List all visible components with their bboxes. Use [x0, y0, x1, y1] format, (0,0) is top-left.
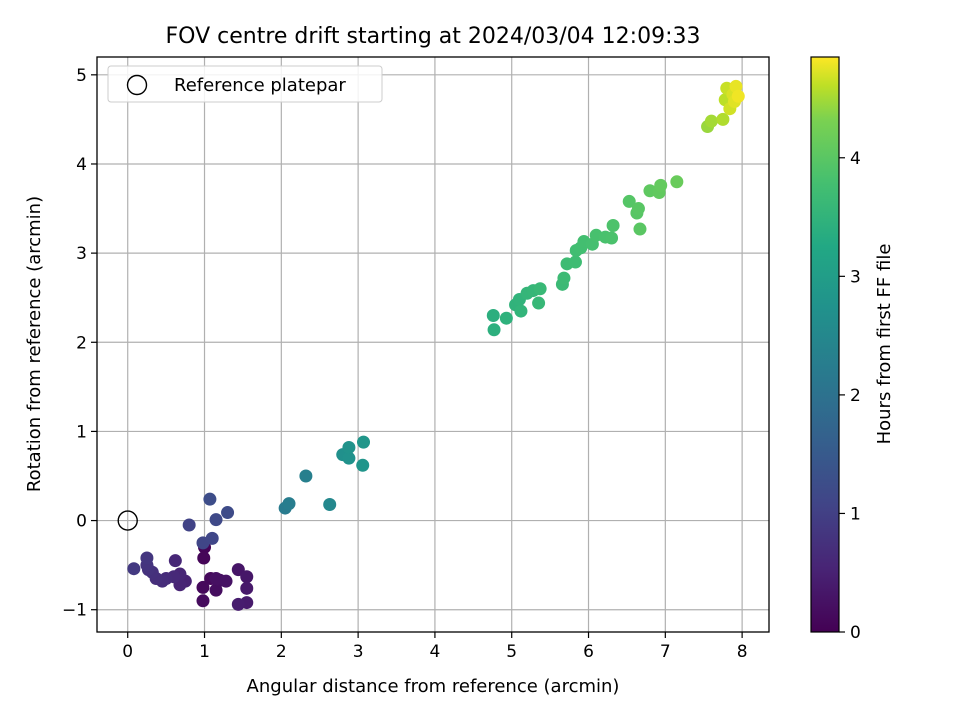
y-tick-label: 2	[76, 333, 87, 353]
data-point	[670, 175, 684, 189]
y-tick-label: 5	[76, 66, 87, 86]
data-point	[631, 202, 645, 216]
data-point	[356, 435, 370, 449]
colorbar-tick-label: 0	[850, 623, 861, 643]
legend-box	[107, 65, 383, 103]
x-tick-label: 0	[122, 642, 133, 662]
y-tick-label: 1	[76, 422, 87, 442]
x-tick-label: 5	[506, 642, 517, 662]
data-point	[568, 255, 582, 269]
data-point	[299, 469, 313, 483]
data-point	[356, 458, 370, 472]
data-point	[716, 112, 730, 126]
data-point	[633, 222, 647, 236]
x-tick-label: 7	[660, 642, 671, 662]
data-point	[557, 271, 571, 285]
data-point	[196, 594, 210, 608]
colorbar: 0 1 2 3 4 Hours from first FF file	[810, 56, 895, 643]
plot-frame	[96, 56, 770, 633]
grid-lines	[97, 57, 769, 632]
data-point	[487, 323, 501, 337]
legend-marker-icon	[126, 74, 148, 96]
data-point	[323, 498, 337, 512]
data-point	[533, 282, 547, 296]
data-point	[499, 311, 513, 325]
data-point	[240, 570, 254, 584]
x-tick-label: 4	[430, 642, 441, 662]
data-point	[197, 551, 211, 565]
axis-ticks: 0 1 2 3 4 5 6 7 8 −1 0 1 2 3 4 5	[62, 66, 748, 662]
data-point	[486, 309, 500, 323]
x-axis-label: Angular distance from reference (arcmin)	[247, 676, 620, 697]
y-tick-label: 3	[76, 244, 87, 264]
data-point	[704, 114, 718, 128]
data-point	[209, 572, 223, 586]
data-point	[231, 597, 245, 611]
data-point	[219, 574, 233, 588]
colorbar-tick-label: 4	[850, 149, 861, 169]
legend-entry: Reference platepar	[174, 75, 346, 96]
colorbar-tick-label: 2	[850, 386, 861, 406]
colorbar-tick-label: 1	[850, 504, 861, 524]
data-point	[168, 554, 182, 568]
chart-title: FOV centre drift starting at 2024/03/04 …	[166, 24, 701, 49]
data-point	[203, 492, 217, 506]
colorbar-tick-label: 3	[850, 267, 861, 287]
data-point	[209, 513, 223, 527]
data-point	[127, 562, 141, 576]
data-point	[532, 296, 546, 310]
data-point	[605, 231, 619, 245]
data-point	[654, 178, 668, 192]
data-point	[606, 218, 620, 232]
colorbar-ticks: 0 1 2 3 4	[839, 149, 861, 643]
data-point	[182, 518, 196, 532]
data-point	[731, 89, 745, 103]
x-tick-label: 3	[353, 642, 364, 662]
colorbar-gradient	[810, 56, 840, 633]
colorbar-label: Hours from first FF file	[874, 244, 895, 445]
reference-platepar-marker	[117, 510, 138, 531]
legend: Reference platepar	[107, 65, 383, 103]
data-point	[240, 581, 254, 595]
x-tick-label: 2	[276, 642, 287, 662]
x-tick-label: 6	[583, 642, 594, 662]
data-point	[342, 440, 356, 454]
x-tick-label: 1	[199, 642, 210, 662]
y-tick-label: 4	[76, 155, 87, 175]
y-axis-label: Rotation from reference (arcmin)	[24, 196, 45, 492]
x-tick-label: 8	[737, 642, 748, 662]
data-point	[221, 506, 235, 520]
data-point	[342, 451, 356, 465]
data-point	[196, 580, 210, 594]
y-tick-label: −1	[62, 601, 87, 621]
data-point	[282, 497, 296, 511]
data-point	[729, 79, 743, 93]
data-point	[622, 194, 636, 208]
data-point	[140, 551, 154, 565]
data-point	[209, 583, 223, 597]
data-point	[514, 304, 528, 318]
data-points	[117, 79, 745, 611]
y-tick-label: 0	[76, 512, 87, 532]
data-point	[205, 531, 219, 545]
